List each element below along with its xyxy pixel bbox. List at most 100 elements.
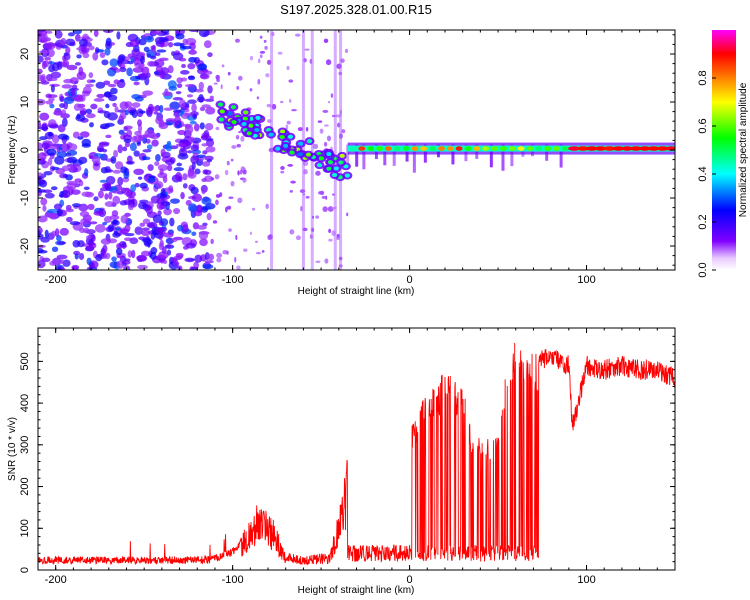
spectrogram-noise-blob	[163, 259, 168, 264]
spectrogram-noise-blob	[104, 193, 109, 200]
spectrogram-noise-blob	[133, 150, 140, 157]
spectrogram-speckle	[312, 143, 319, 150]
spectrogram-noise-blob	[59, 95, 65, 103]
spectrogram-noise-blob	[61, 109, 67, 117]
spectrogram-noise-blob	[133, 168, 145, 175]
spectrogram-drift-core	[255, 115, 261, 120]
spectrogram-noise-blob	[78, 253, 85, 260]
spectrogram-drift-core	[282, 143, 289, 148]
spectrogram-noise-blob	[178, 99, 186, 108]
spectrogram-noise-blob	[98, 141, 110, 146]
snr-y-tick-label-1: 100	[19, 519, 31, 537]
spectrogram-noise-blob	[182, 173, 188, 181]
spectrogram-carrier-spur	[510, 144, 514, 167]
spectrogram-carrier-peak	[638, 146, 651, 151]
spectrogram-drift-core	[339, 153, 345, 158]
spectrogram-noise-blob	[140, 55, 145, 65]
spectrogram-noise-blob	[84, 191, 95, 198]
spectrogram-drift-core	[289, 150, 295, 155]
spectrogram-carrier-spur	[412, 144, 416, 173]
snr-x-tick-label-2: 0	[407, 574, 413, 586]
spectrogram-noise-blob	[119, 101, 129, 110]
spectrogram-noise-blob	[146, 72, 151, 79]
spectrogram-noise-blob	[159, 70, 166, 80]
spectrogram-noise-blob	[201, 161, 211, 167]
spectrogram-noise-blob	[131, 249, 136, 259]
spectrogram-speckle	[235, 234, 238, 240]
spectrogram-noise-blob	[85, 83, 95, 88]
spectrogram-noise-blob	[94, 224, 106, 233]
spectrogram-noise-blob	[118, 129, 125, 135]
spectrogram-speckle	[216, 78, 220, 82]
spectrogram-speckle	[328, 100, 331, 104]
spectrogram-noise-blob	[82, 52, 90, 59]
spectrogram-noise-blob	[182, 45, 192, 50]
spectrogram-noise-blob	[182, 183, 188, 189]
spectrogram-carrier-peak	[455, 146, 463, 151]
spectrogram-x-tick-label-3: 100	[577, 274, 595, 286]
spectrogram-noise-blob	[181, 63, 186, 69]
spectrogram-carrier-peak	[473, 146, 481, 151]
spectrogram-noise-blob	[86, 79, 93, 84]
spectrogram-noise-blob	[130, 184, 137, 192]
spectrogram-speckle	[323, 141, 328, 147]
spectrogram-noise-blob	[62, 259, 71, 267]
spectrogram-noise-blob	[141, 66, 150, 75]
spectrogram-noise-blob	[139, 182, 148, 189]
spectrogram-noise-blob	[46, 148, 57, 156]
spectrogram-drift-core	[306, 139, 313, 144]
spectrogram-noise-blob	[131, 102, 141, 108]
spectrogram-speckle	[226, 205, 232, 210]
spectrogram-noise-blob	[86, 113, 96, 119]
spectrogram-noise-blob	[176, 224, 184, 232]
spectrogram-noise-blob	[44, 57, 51, 61]
spectrogram-noise-blob	[120, 214, 129, 224]
snr-frame	[37, 327, 676, 571]
snr-y-tick-label-0: 0	[19, 567, 31, 573]
spectrogram-noise-blob	[38, 121, 42, 129]
spectrogram-noise-blob	[109, 66, 118, 71]
spectrogram-noise-blob	[132, 67, 144, 73]
spectrogram-noise-blob	[38, 55, 44, 64]
spectrogram-noise-blob	[66, 182, 77, 191]
spectrogram-noise-blob	[168, 185, 174, 193]
spectrogram-noise-blob	[38, 179, 46, 185]
snr-panel: -200 -100 0 100 0 100 200 300 400 500 Height of …	[7, 327, 676, 596]
spectrogram-carrier-peak	[630, 146, 643, 151]
spectrogram-noise-blob	[48, 64, 55, 73]
spectrogram-noise-blob	[175, 172, 183, 181]
spectrogram-noise-blob	[112, 195, 121, 205]
spectrogram-speckle	[265, 203, 269, 210]
spectrogram-noise-blob	[96, 93, 106, 99]
spectrogram-speckle	[215, 199, 219, 206]
spectrogram-speckle	[255, 252, 262, 255]
spectrogram-noise-blob	[75, 114, 86, 122]
spectrogram-noise-blob	[123, 125, 133, 130]
spectrogram-noise-blob	[97, 147, 104, 153]
spectrogram-noise-blob	[187, 99, 197, 104]
spectrogram-carrier-peak	[349, 146, 357, 151]
spectrogram-noise-blob	[146, 144, 153, 150]
spectrogram-noise-blob	[44, 192, 55, 199]
spectrogram-noise-blob	[95, 81, 106, 89]
colorbar-gradient	[712, 30, 736, 270]
colorbar-tick-label-4: 0.8	[697, 70, 709, 85]
spectrogram-carrier-spur	[392, 144, 396, 166]
spectrogram-noise-blob	[158, 251, 169, 260]
spectrogram-carrier-peak	[517, 146, 525, 151]
spectrogram-noise-blob	[71, 265, 79, 270]
spectrogram-noise-blob	[76, 54, 82, 59]
spectrogram-speckle	[230, 158, 234, 162]
spectrogram-noise-blob	[107, 94, 118, 102]
spectrogram-noise-blob	[177, 129, 187, 136]
spectrogram-noise-blob	[99, 179, 108, 183]
spectrogram-speckle	[212, 220, 218, 224]
spectrogram-noise-blob	[205, 146, 216, 153]
spectrogram-noise-blob	[197, 63, 208, 71]
spectrogram-speckle	[259, 50, 266, 54]
spectrogram-speckle	[258, 58, 261, 64]
spectrogram-noise-blob	[114, 227, 122, 231]
spectrogram-noise-blob	[199, 73, 210, 80]
spectrogram-speckle	[279, 100, 284, 104]
